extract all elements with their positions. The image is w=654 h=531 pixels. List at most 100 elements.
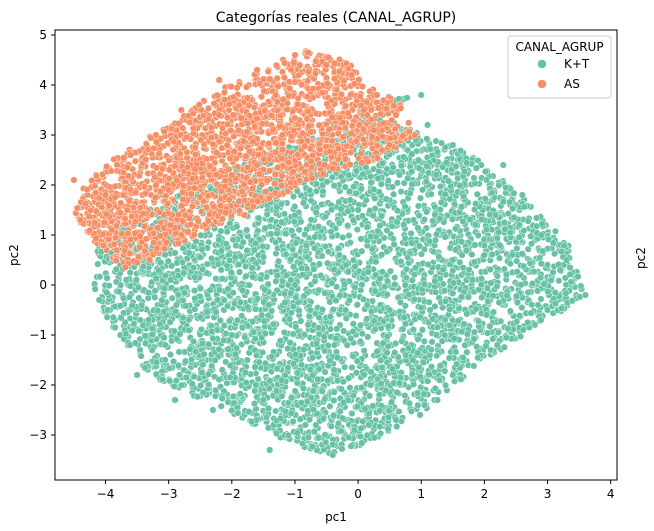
point-kt xyxy=(359,417,367,425)
point-kt xyxy=(534,287,542,295)
point-kt xyxy=(122,276,130,284)
point-kt xyxy=(145,316,153,324)
point-kt xyxy=(306,186,314,194)
point-kt xyxy=(258,311,266,319)
point-kt xyxy=(148,346,156,354)
point-kt xyxy=(267,230,275,238)
point-kt xyxy=(222,240,230,248)
point-kt xyxy=(243,246,251,255)
point-kt xyxy=(502,184,510,192)
point-kt xyxy=(357,424,365,432)
point-kt xyxy=(242,379,250,387)
point-kt xyxy=(416,194,425,202)
point-kt xyxy=(396,379,404,387)
point-kt xyxy=(497,317,505,325)
point-kt xyxy=(252,305,260,313)
point-kt xyxy=(518,250,526,258)
point-kt xyxy=(457,293,466,301)
point-kt xyxy=(239,238,247,246)
point-kt xyxy=(151,287,159,295)
point-kt xyxy=(261,329,269,337)
point-kt xyxy=(115,288,123,296)
point-kt xyxy=(506,260,514,268)
point-kt xyxy=(315,286,323,294)
point-kt xyxy=(197,231,205,239)
point-kt xyxy=(418,186,427,194)
point-kt xyxy=(281,290,289,298)
point-kt xyxy=(305,312,313,320)
chart-title: Categorías reales (CANAL_AGRUP) xyxy=(216,10,457,26)
point-kt xyxy=(358,439,366,447)
point-kt xyxy=(344,222,352,230)
point-kt xyxy=(551,227,560,235)
point-kt xyxy=(245,408,253,416)
point-kt xyxy=(291,202,299,211)
point-kt xyxy=(491,211,500,219)
point-kt xyxy=(300,346,308,354)
point-kt xyxy=(441,190,449,198)
point-kt xyxy=(198,339,207,348)
point-kt xyxy=(390,379,398,387)
point-kt xyxy=(225,317,233,325)
point-kt xyxy=(268,307,276,315)
point-kt xyxy=(117,314,125,322)
point-kt xyxy=(328,279,336,287)
point-kt xyxy=(403,94,411,102)
point-kt xyxy=(531,321,539,329)
point-kt xyxy=(199,361,207,369)
point-kt xyxy=(314,223,323,231)
point-kt xyxy=(321,368,329,376)
point-kt xyxy=(292,239,300,247)
point-kt xyxy=(263,210,271,218)
point-kt xyxy=(481,195,489,203)
point-kt xyxy=(277,414,285,422)
point-kt xyxy=(397,257,405,266)
point-kt xyxy=(250,400,259,408)
point-kt xyxy=(160,334,168,342)
point-kt xyxy=(527,240,536,248)
point-kt xyxy=(159,376,167,384)
point-kt xyxy=(222,330,230,338)
point-kt xyxy=(309,406,317,414)
point-kt xyxy=(438,337,446,345)
point-kt xyxy=(352,190,360,198)
point-kt xyxy=(329,440,337,449)
point-kt xyxy=(151,293,159,301)
point-kt xyxy=(289,417,297,425)
point-kt xyxy=(477,280,485,289)
point-kt xyxy=(367,307,376,315)
point-kt xyxy=(172,301,180,309)
point-kt xyxy=(326,298,334,306)
point-kt xyxy=(264,424,272,432)
point-kt xyxy=(170,357,178,365)
point-kt xyxy=(220,336,228,344)
point-kt xyxy=(196,253,204,261)
point-kt xyxy=(414,349,422,357)
point-kt xyxy=(446,321,454,329)
point-kt xyxy=(154,307,162,315)
point-kt xyxy=(288,227,296,235)
point-kt xyxy=(449,289,457,297)
point-kt xyxy=(172,376,180,385)
point-kt xyxy=(377,429,385,437)
point-kt xyxy=(310,427,318,436)
point-kt xyxy=(408,180,416,188)
point-kt xyxy=(213,296,222,304)
point-kt xyxy=(418,326,427,334)
point-kt xyxy=(199,389,207,397)
point-kt xyxy=(451,246,459,254)
point-kt xyxy=(401,281,409,289)
point-kt xyxy=(495,254,504,262)
point-kt xyxy=(428,338,436,346)
point-kt xyxy=(365,410,373,418)
point-kt xyxy=(400,153,408,161)
point-kt xyxy=(452,162,460,170)
point-kt xyxy=(358,281,366,289)
point-kt xyxy=(229,236,237,244)
point-kt xyxy=(233,316,241,324)
point-kt xyxy=(226,219,234,228)
point-kt xyxy=(404,174,412,182)
point-kt xyxy=(537,295,545,303)
points-layer xyxy=(70,47,589,459)
point-kt xyxy=(182,373,190,382)
